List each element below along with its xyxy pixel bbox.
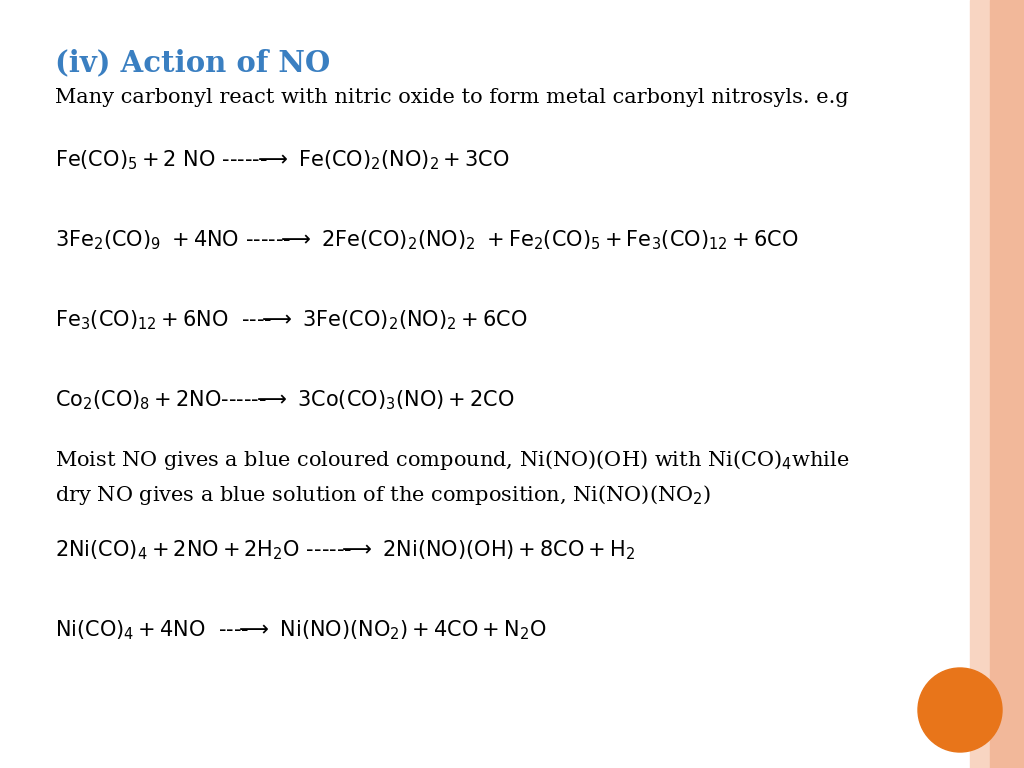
Text: $\mathrm{Ni(CO)_4 + 4NO\ \ \text{----}\!\!\!\!\longrightarrow\ Ni(NO)(NO_2) + 4C: $\mathrm{Ni(CO)_4 + 4NO\ \ \text{----}\!… xyxy=(55,618,547,641)
Text: Moist NO gives a blue coloured compound, Ni(NO)(OH) with Ni(CO)$_4$while: Moist NO gives a blue coloured compound,… xyxy=(55,448,850,472)
Text: $\mathrm{Co_2(CO)_8 + 2NO\text{------}\!\!\!\!\longrightarrow\ 3Co(CO)_3(NO) + 2: $\mathrm{Co_2(CO)_8 + 2NO\text{------}\!… xyxy=(55,388,514,412)
Text: dry NO gives a blue solution of the composition, Ni(NO)(NO$_2$): dry NO gives a blue solution of the comp… xyxy=(55,483,712,507)
Text: $\mathrm{2Ni(CO)_4 + 2NO + 2H_2O\ \text{------}\!\!\!\!\longrightarrow\ 2Ni(NO)(: $\mathrm{2Ni(CO)_4 + 2NO + 2H_2O\ \text{… xyxy=(55,538,635,561)
Text: $\mathrm{3Fe_2(CO)_9\ +4NO\ \text{------}\!\!\!\!\longrightarrow\ 2Fe(CO)_2(NO)_: $\mathrm{3Fe_2(CO)_9\ +4NO\ \text{------… xyxy=(55,228,799,252)
Text: $\mathrm{Fe_3(CO)_{12} + 6NO\ \ \text{----}\!\!\!\!\longrightarrow\ 3Fe(CO)_2(NO: $\mathrm{Fe_3(CO)_{12} + 6NO\ \ \text{--… xyxy=(55,308,527,332)
Bar xyxy=(990,0,1024,768)
Text: Many carbonyl react with nitric oxide to form metal carbonyl nitrosyls. e.g: Many carbonyl react with nitric oxide to… xyxy=(55,88,849,107)
Text: $\mathrm{Fe(CO)_5 + 2\ NO\ \text{------}\!\!\!\!\longrightarrow\ Fe(CO)_2(NO)_2 : $\mathrm{Fe(CO)_5 + 2\ NO\ \text{------}… xyxy=(55,148,510,171)
Circle shape xyxy=(918,668,1002,752)
Bar xyxy=(970,0,990,768)
Text: (iv) Action of NO: (iv) Action of NO xyxy=(55,48,331,77)
